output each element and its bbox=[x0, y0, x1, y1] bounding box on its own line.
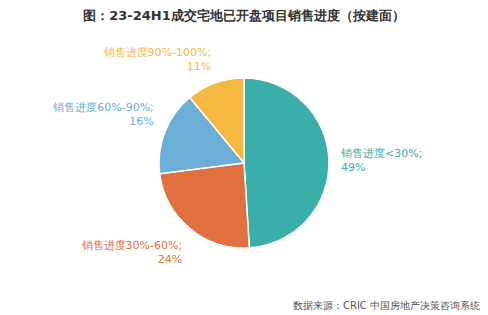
slice-label: 销售进度60%-90%; bbox=[52, 101, 154, 114]
pie-slice bbox=[160, 163, 250, 248]
annotation: 数据来源：CRIC 中国房地产决策咨询系统 bbox=[293, 300, 480, 311]
data-label: 16% bbox=[129, 115, 153, 128]
data-label: 11% bbox=[187, 60, 211, 73]
slice-label: 销售进度<30%; bbox=[340, 147, 422, 160]
chart-title: 图：23-24H1成交宅地已开盘项目销售进度（按建面） bbox=[83, 8, 405, 23]
label-group: 销售进度<30%;49%销售进度30%-60%;24%销售进度60%-90%;1… bbox=[52, 46, 422, 266]
pie-group bbox=[159, 78, 329, 248]
data-label: 49% bbox=[341, 161, 365, 174]
data-label: 24% bbox=[158, 253, 182, 266]
pie-slice bbox=[244, 78, 329, 248]
pie-slice bbox=[190, 78, 244, 163]
slice-label: 销售进度30%-60%; bbox=[81, 239, 183, 252]
chart-svg: 图：23-24H1成交宅地已开盘项目销售进度（按建面） 数据来源：CRIC 中国房… bbox=[0, 0, 488, 315]
slice-label: 销售进度90%-100%; bbox=[103, 46, 212, 59]
